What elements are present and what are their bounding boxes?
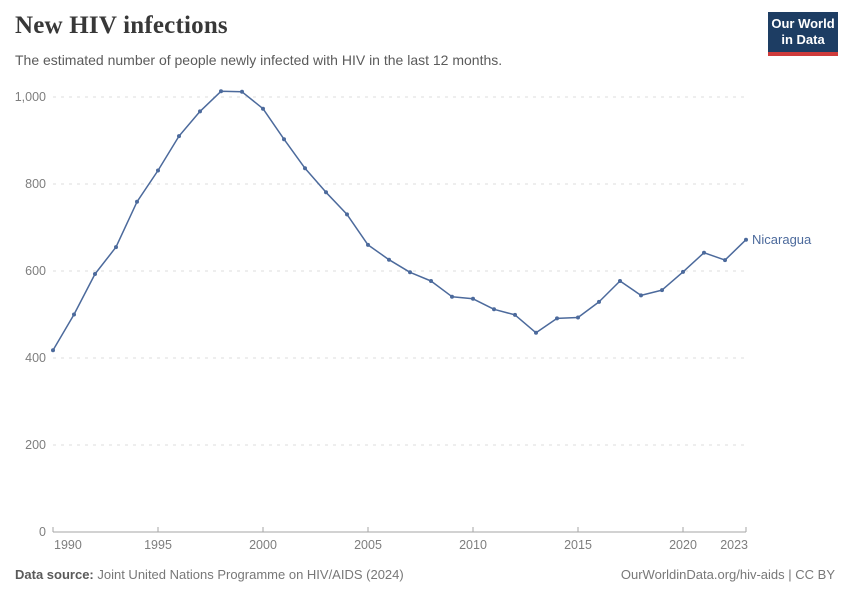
data-point-nicaragua-2005 [366,242,370,247]
data-point-nicaragua-2021 [702,250,706,255]
data-point-nicaragua-1999 [240,89,244,94]
footer-link[interactable]: OurWorldinData.org/hiv-aids | CC BY [620,567,835,582]
y-tick-label-400: 400 [25,351,46,365]
chart-footer: Data source: Joint United Nations Progra… [15,567,835,582]
data-point-nicaragua-2011 [492,307,496,312]
x-tick-label-2010: 2010 [459,538,487,552]
data-point-nicaragua-2022 [723,258,727,263]
y-tick-label-800: 800 [25,177,46,191]
data-point-nicaragua-1992 [93,272,97,276]
data-point-nicaragua-2007 [408,270,412,275]
data-point-nicaragua-1993 [114,245,118,250]
data-point-nicaragua-2019 [660,288,664,293]
x-tick-label-2023: 2023 [720,538,748,552]
data-point-nicaragua-2016 [597,299,601,304]
data-point-nicaragua-1991 [72,312,76,317]
data-point-nicaragua-2015 [576,315,580,320]
x-tick-label-2020: 2020 [669,538,697,552]
x-tick-label-2005: 2005 [354,538,382,552]
x-tick-label-2015: 2015 [564,538,592,552]
series-label-nicaragua[interactable]: Nicaragua [752,232,812,247]
x-tick-label-1990: 1990 [54,538,82,552]
data-point-nicaragua-2001 [282,137,286,142]
chart-title: New HIV infections [15,12,228,39]
data-point-nicaragua-1994 [135,199,139,204]
data-point-nicaragua-2002 [303,166,307,171]
y-tick-label-600: 600 [25,264,46,278]
data-point-nicaragua-2018 [639,293,643,298]
data-point-nicaragua-2012 [513,312,517,317]
data-point-nicaragua-1997 [198,109,202,114]
data-source: Data source: Joint United Nations Progra… [15,567,404,582]
data-point-nicaragua-2009 [450,294,454,299]
data-point-nicaragua-2023 [744,237,748,242]
data-point-nicaragua-1990 [51,348,55,353]
owid-logo-line2: in Data [781,32,825,47]
x-tick-label-1995: 1995 [144,538,172,552]
data-point-nicaragua-2013 [534,330,538,335]
owid-logo-line1: Our World [771,16,835,31]
data-source-label: Data source: [15,567,94,582]
data-point-nicaragua-2000 [261,106,265,111]
data-point-nicaragua-2008 [429,279,433,283]
data-point-nicaragua-1996 [177,134,181,139]
data-point-nicaragua-2010 [471,296,475,301]
y-tick-label-0: 0 [39,525,46,539]
series-line-nicaragua [52,90,747,351]
data-point-nicaragua-2004 [345,212,349,217]
data-point-nicaragua-2017 [618,279,622,283]
data-source-text: Joint United Nations Programme on HIV/AI… [93,567,404,582]
data-point-nicaragua-1998 [219,89,223,94]
data-point-nicaragua-2003 [324,190,328,195]
owid-logo[interactable]: Our World in Data [768,12,838,56]
x-tick-label-2000: 2000 [249,538,277,552]
data-point-nicaragua-1995 [156,168,160,173]
y-tick-label-1000: 1,000 [15,90,46,104]
data-point-nicaragua-2014 [555,316,559,321]
y-tick-label-200: 200 [25,438,46,452]
data-point-nicaragua-2020 [681,269,685,274]
chart-subtitle: The estimated number of people newly inf… [15,52,503,68]
data-point-nicaragua-2006 [387,257,391,262]
